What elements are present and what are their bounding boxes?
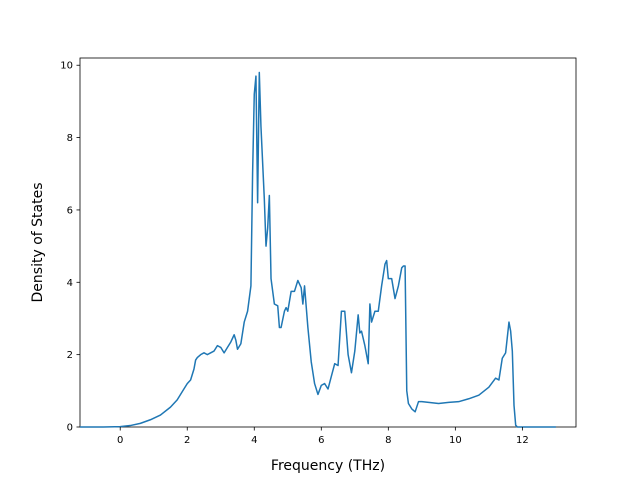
y-tick-label: 2 (67, 350, 73, 361)
plot-area (79, 57, 577, 428)
x-tick-label: 10 (449, 435, 462, 446)
y-tick-label: 6 (67, 205, 73, 216)
axes-frame (79, 57, 577, 428)
x-axis-label: Frequency (THz) (271, 458, 385, 474)
x-tick-label: 2 (184, 435, 190, 446)
y-axis-label: Density of States (30, 183, 46, 303)
x-tick-label: 4 (251, 435, 257, 446)
y-axis-ticks: 0 2 4 6 8 10 (60, 61, 80, 434)
x-tick-label: 8 (385, 435, 391, 446)
x-tick-label: 0 (117, 435, 123, 446)
x-tick-label: 12 (516, 435, 529, 446)
x-axis-ticks: 0 2 4 6 8 10 12 (117, 427, 529, 446)
y-tick-label: 4 (67, 278, 73, 289)
y-tick-label: 8 (67, 133, 73, 144)
x-tick-label: 6 (318, 435, 324, 446)
y-tick-label: 10 (60, 61, 73, 72)
dos-series-line (80, 71, 556, 428)
y-tick-label: 0 (67, 423, 73, 434)
